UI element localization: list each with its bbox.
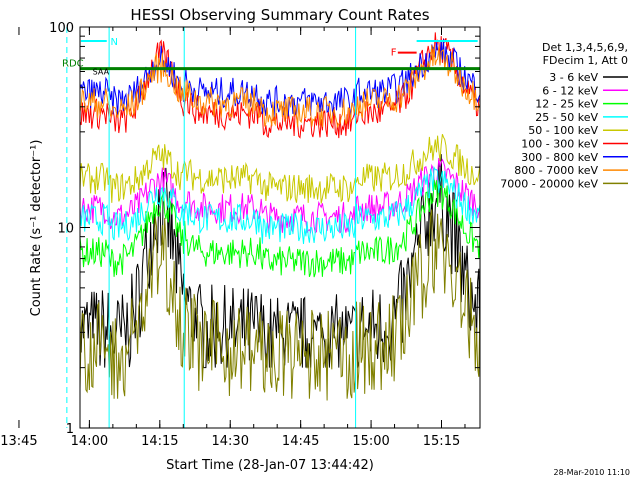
legend-header-line-1: Det 1,3,4,5,6,9, xyxy=(542,41,628,54)
series-line-7 xyxy=(79,39,481,118)
x-tick-label: 14:15 xyxy=(141,434,178,449)
legend-label-2: 6 - 12 keV xyxy=(542,84,598,97)
x-tick-label: 13:45 xyxy=(0,434,37,449)
legend-header-line-2: FDecim 1, Att 0 xyxy=(543,54,628,67)
x-tick-label: 15:00 xyxy=(352,434,389,449)
series-line-2 xyxy=(79,157,481,234)
x-axis-label: Start Time (28-Jan-07 13:44:42) xyxy=(166,458,374,473)
chart-title: HESSI Observing Summary Count Rates xyxy=(130,6,429,24)
series-line-9 xyxy=(79,209,481,401)
y-tick-label: 1 xyxy=(66,422,74,437)
tick-layer: 13:45 14:00 14:15 14:30 14:45 15:00 15:15 1 10 10… xyxy=(0,21,480,449)
x-tick-label: 14:00 xyxy=(71,434,108,449)
legend-label-6: 100 - 300 keV xyxy=(521,138,598,151)
night-flag-label: N xyxy=(111,37,118,48)
y-tick-label: 10 xyxy=(57,222,74,237)
saa-flag-label: SAA xyxy=(93,68,110,77)
legend-label-9: 7000 - 20000 keV xyxy=(500,177,598,190)
legend-label-8: 800 - 7000 keV xyxy=(514,164,598,177)
legend-label-1: 3 - 6 keV xyxy=(549,71,598,84)
series-line-4 xyxy=(79,165,481,245)
series-line-8 xyxy=(79,45,481,129)
legend-label-4: 25 - 50 keV xyxy=(535,111,598,124)
x-tick-label: 14:45 xyxy=(282,434,319,449)
x-tick-label: 14:30 xyxy=(212,434,249,449)
legend-label-7: 300 - 800 keV xyxy=(521,151,598,164)
legend-label-3: 12 - 25 keV xyxy=(535,98,598,111)
rdc-flag-label: RDC xyxy=(62,59,84,70)
x-tick-label: 15:15 xyxy=(423,434,460,449)
flare-flag-label: F xyxy=(391,48,397,59)
legend-label-5: 50 - 100 keV xyxy=(528,124,598,137)
overlay-layer: N RDC F SAA xyxy=(62,27,481,428)
timestamp: 28-Mar-2010 11:10 xyxy=(554,468,631,477)
series-layer xyxy=(79,32,481,401)
series-line-3 xyxy=(79,179,481,278)
series-line-5 xyxy=(79,134,481,204)
y-tick-label: 100 xyxy=(49,21,74,36)
y-axis-label: Count Rate (s⁻¹ detector⁻¹) xyxy=(29,140,44,317)
legend: Det 1,3,4,5,6,9, FDecim 1, Att 0 3 - 6 k… xyxy=(500,41,628,190)
